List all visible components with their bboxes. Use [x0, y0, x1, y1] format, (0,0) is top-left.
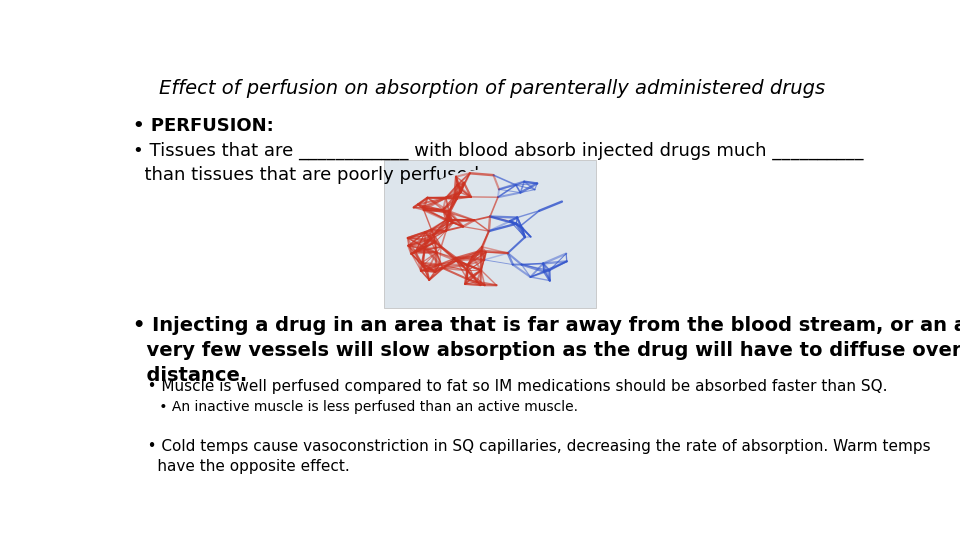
Text: • Tissues that are ____________ with blood absorb injected drugs much __________: • Tissues that are ____________ with blo…	[133, 141, 864, 184]
Text: Effect of perfusion on absorption of parenterally administered drugs: Effect of perfusion on absorption of par…	[159, 79, 825, 98]
Text: • Muscle is well perfused compared to fat so IM medications should be absorbed f: • Muscle is well perfused compared to fa…	[133, 379, 888, 394]
Text: • Injecting a drug in an area that is far away from the blood stream, or an area: • Injecting a drug in an area that is fa…	[133, 316, 960, 386]
Text: • An inactive muscle is less perfused than an active muscle.: • An inactive muscle is less perfused th…	[133, 400, 578, 414]
Text: • PERFUSION:: • PERFUSION:	[133, 117, 275, 135]
Text: • Cold temps cause vasoconstriction in SQ capillaries, decreasing the rate of ab: • Cold temps cause vasoconstriction in S…	[133, 439, 931, 474]
FancyBboxPatch shape	[384, 160, 596, 308]
